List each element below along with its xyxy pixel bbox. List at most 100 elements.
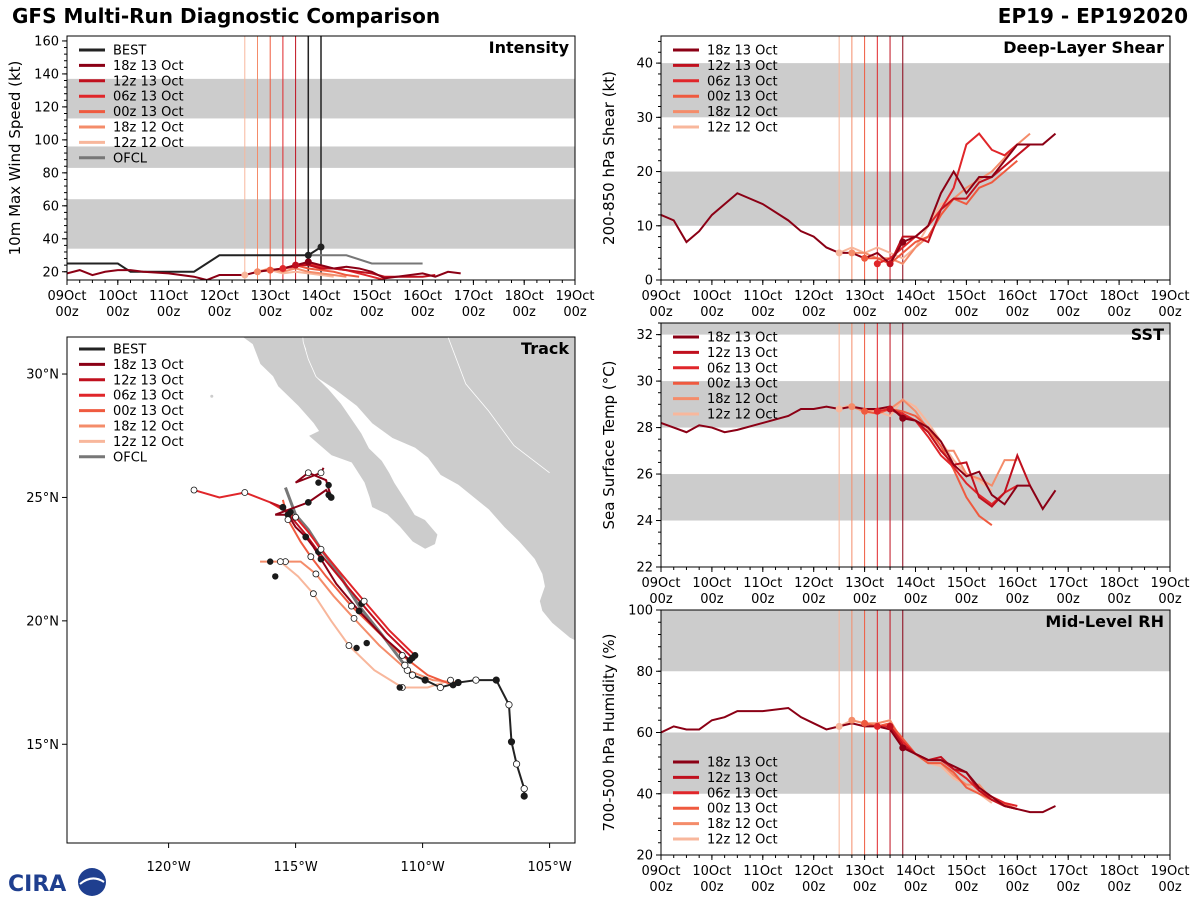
track-position-dot <box>396 684 403 691</box>
sst-ytick-label: 24 <box>636 514 653 529</box>
intensity-xtick-label-day: 15Oct <box>352 289 391 304</box>
sst-xtick-label-hour: 00z <box>1107 592 1131 607</box>
shear-xtick-label-hour: 00z <box>649 305 673 320</box>
intensity-ytick-label: 120 <box>34 100 59 115</box>
sst-xtick-label-hour: 00z <box>649 592 673 607</box>
rh-xtick-label-day: 10Oct <box>692 864 731 879</box>
intensity-xtick-label-hour: 00z <box>309 305 333 320</box>
sst-legend-label: 12z 12 Oct <box>707 408 778 423</box>
sst-ytick-label: 32 <box>636 328 653 343</box>
rh-legend-label: 06z 13 Oct <box>707 786 778 801</box>
sst-series-marker <box>861 407 869 415</box>
shear-xtick-label-hour: 00z <box>955 305 979 320</box>
track-best-marker <box>436 683 444 692</box>
sst-series-line <box>877 407 1018 506</box>
intensity-xtick-label-hour: 00z <box>513 305 537 320</box>
sst-legend-label: 18z 12 Oct <box>707 392 778 407</box>
track-best-marker <box>454 678 462 687</box>
rh-ytick-label: 40 <box>636 787 653 802</box>
sst-ytick-label: 22 <box>636 561 653 576</box>
track-run-marker <box>317 555 325 563</box>
track-run-line <box>193 489 416 657</box>
track-legend-label: BEST <box>113 343 146 358</box>
track-run-marker <box>276 558 284 566</box>
intensity-legend-label: 18z 12 Oct <box>113 121 184 136</box>
shear-xtick-label-hour: 00z <box>802 305 826 320</box>
sst-xtick-label-hour: 00z <box>700 592 724 607</box>
shear-legend-label: 18z 13 Oct <box>707 44 778 59</box>
sst-xtick-label-hour: 00z <box>751 592 775 607</box>
shear-xtick-label-day: 19Oct <box>1150 289 1189 304</box>
track-run-marker <box>447 676 454 684</box>
sst-xtick-label-day: 11Oct <box>743 576 782 591</box>
track-legend-label: OFCL <box>113 450 148 465</box>
intensity-xtick-label-day: 12Oct <box>200 289 239 304</box>
rh-title: Mid-Level RH <box>1045 612 1164 631</box>
track-run-marker <box>309 590 317 598</box>
sst-band <box>661 323 1170 335</box>
rh-series-marker <box>886 722 894 730</box>
cira-swoosh-icon <box>79 877 105 885</box>
shear-series-marker <box>899 238 907 246</box>
sst-series-marker <box>848 403 856 411</box>
track-run-marker <box>241 489 249 496</box>
track-run-marker <box>292 513 300 521</box>
track-best-marker <box>408 671 417 679</box>
intensity-xtick-label-day: 19Oct <box>555 289 594 304</box>
tiburon-island-land <box>361 396 367 401</box>
track-best-marker <box>520 792 528 800</box>
sst-ytick-label: 30 <box>636 375 653 390</box>
shear-xtick-label-day: 10Oct <box>692 289 731 304</box>
track-position-dot <box>363 639 370 647</box>
track-best-marker <box>520 785 528 793</box>
shear-series-line <box>661 132 1057 266</box>
sst-xtick-label-day: 09Oct <box>641 576 680 591</box>
shear-xtick-label-hour: 00z <box>751 305 775 320</box>
track-frame <box>66 336 576 844</box>
shear-series-line <box>876 132 1018 265</box>
sst-xtick-label-day: 16Oct <box>998 576 1037 591</box>
shear-series-marker <box>848 249 856 257</box>
sst-xtick-label-day: 18Oct <box>1100 576 1139 591</box>
track-run-marker <box>398 652 406 659</box>
sst-series-line <box>661 405 1057 511</box>
sst-legend-label: 06z 13 Oct <box>707 361 778 376</box>
rh-xtick-label-hour: 00z <box>1107 880 1131 895</box>
intensity-ofcl-line <box>308 254 423 265</box>
rh-ytick-label: 100 <box>628 604 653 619</box>
sst-panel: 22242628303209Oct00z10Oct00z11Oct00z12Oc… <box>600 322 1190 607</box>
shear-xtick-label-day: 13Oct <box>845 289 884 304</box>
track-run-marker <box>307 553 315 561</box>
track-run-marker <box>190 486 198 494</box>
intensity-ytick-label: 20 <box>42 265 59 280</box>
track-run-marker <box>348 602 355 610</box>
shear-xtick-label-hour: 00z <box>700 305 724 320</box>
track-legend-label: 12z 13 Oct <box>113 373 184 388</box>
sst-ytick-label: 26 <box>636 468 653 483</box>
rh-xtick-label-day: 15Oct <box>947 864 986 879</box>
shear-panel: 01020304009Oct00z10Oct00z11Oct00z12Oct00… <box>600 35 1190 320</box>
track-xtick-label: 110°W <box>401 860 445 875</box>
intensity-legend-label: 12z 13 Oct <box>113 74 184 89</box>
track-run-marker <box>317 545 325 553</box>
shear-xtick-label-hour: 00z <box>1107 305 1131 320</box>
cira-logo-text: CIRA <box>8 872 66 897</box>
shear-title: Deep-Layer Shear <box>1003 38 1164 57</box>
sst-xtick-label-day: 13Oct <box>845 576 884 591</box>
intensity-ylabel: 10m Max Wind Speed (kt) <box>6 61 24 256</box>
track-position-dot <box>325 491 332 499</box>
sst-series-marker <box>899 414 907 422</box>
intensity-ytick-label: 60 <box>42 199 59 214</box>
rh-series-marker <box>899 744 907 752</box>
track-position-dot <box>287 509 294 516</box>
intensity-plot-area <box>67 36 575 280</box>
shear-xtick-label-day: 17Oct <box>1049 289 1088 304</box>
shear-xtick-label-day: 18Oct <box>1100 289 1139 304</box>
rh-xtick-label-day: 16Oct <box>998 864 1037 879</box>
shear-series-marker <box>873 260 881 268</box>
shear-xtick-label-hour: 00z <box>1158 305 1182 320</box>
track-legend-label: 06z 13 Oct <box>113 389 184 404</box>
sst-legend-label: 00z 13 Oct <box>707 377 778 392</box>
intensity-legend-label: 12z 12 Oct <box>113 136 184 151</box>
rh-xtick-label-day: 18Oct <box>1100 864 1139 879</box>
